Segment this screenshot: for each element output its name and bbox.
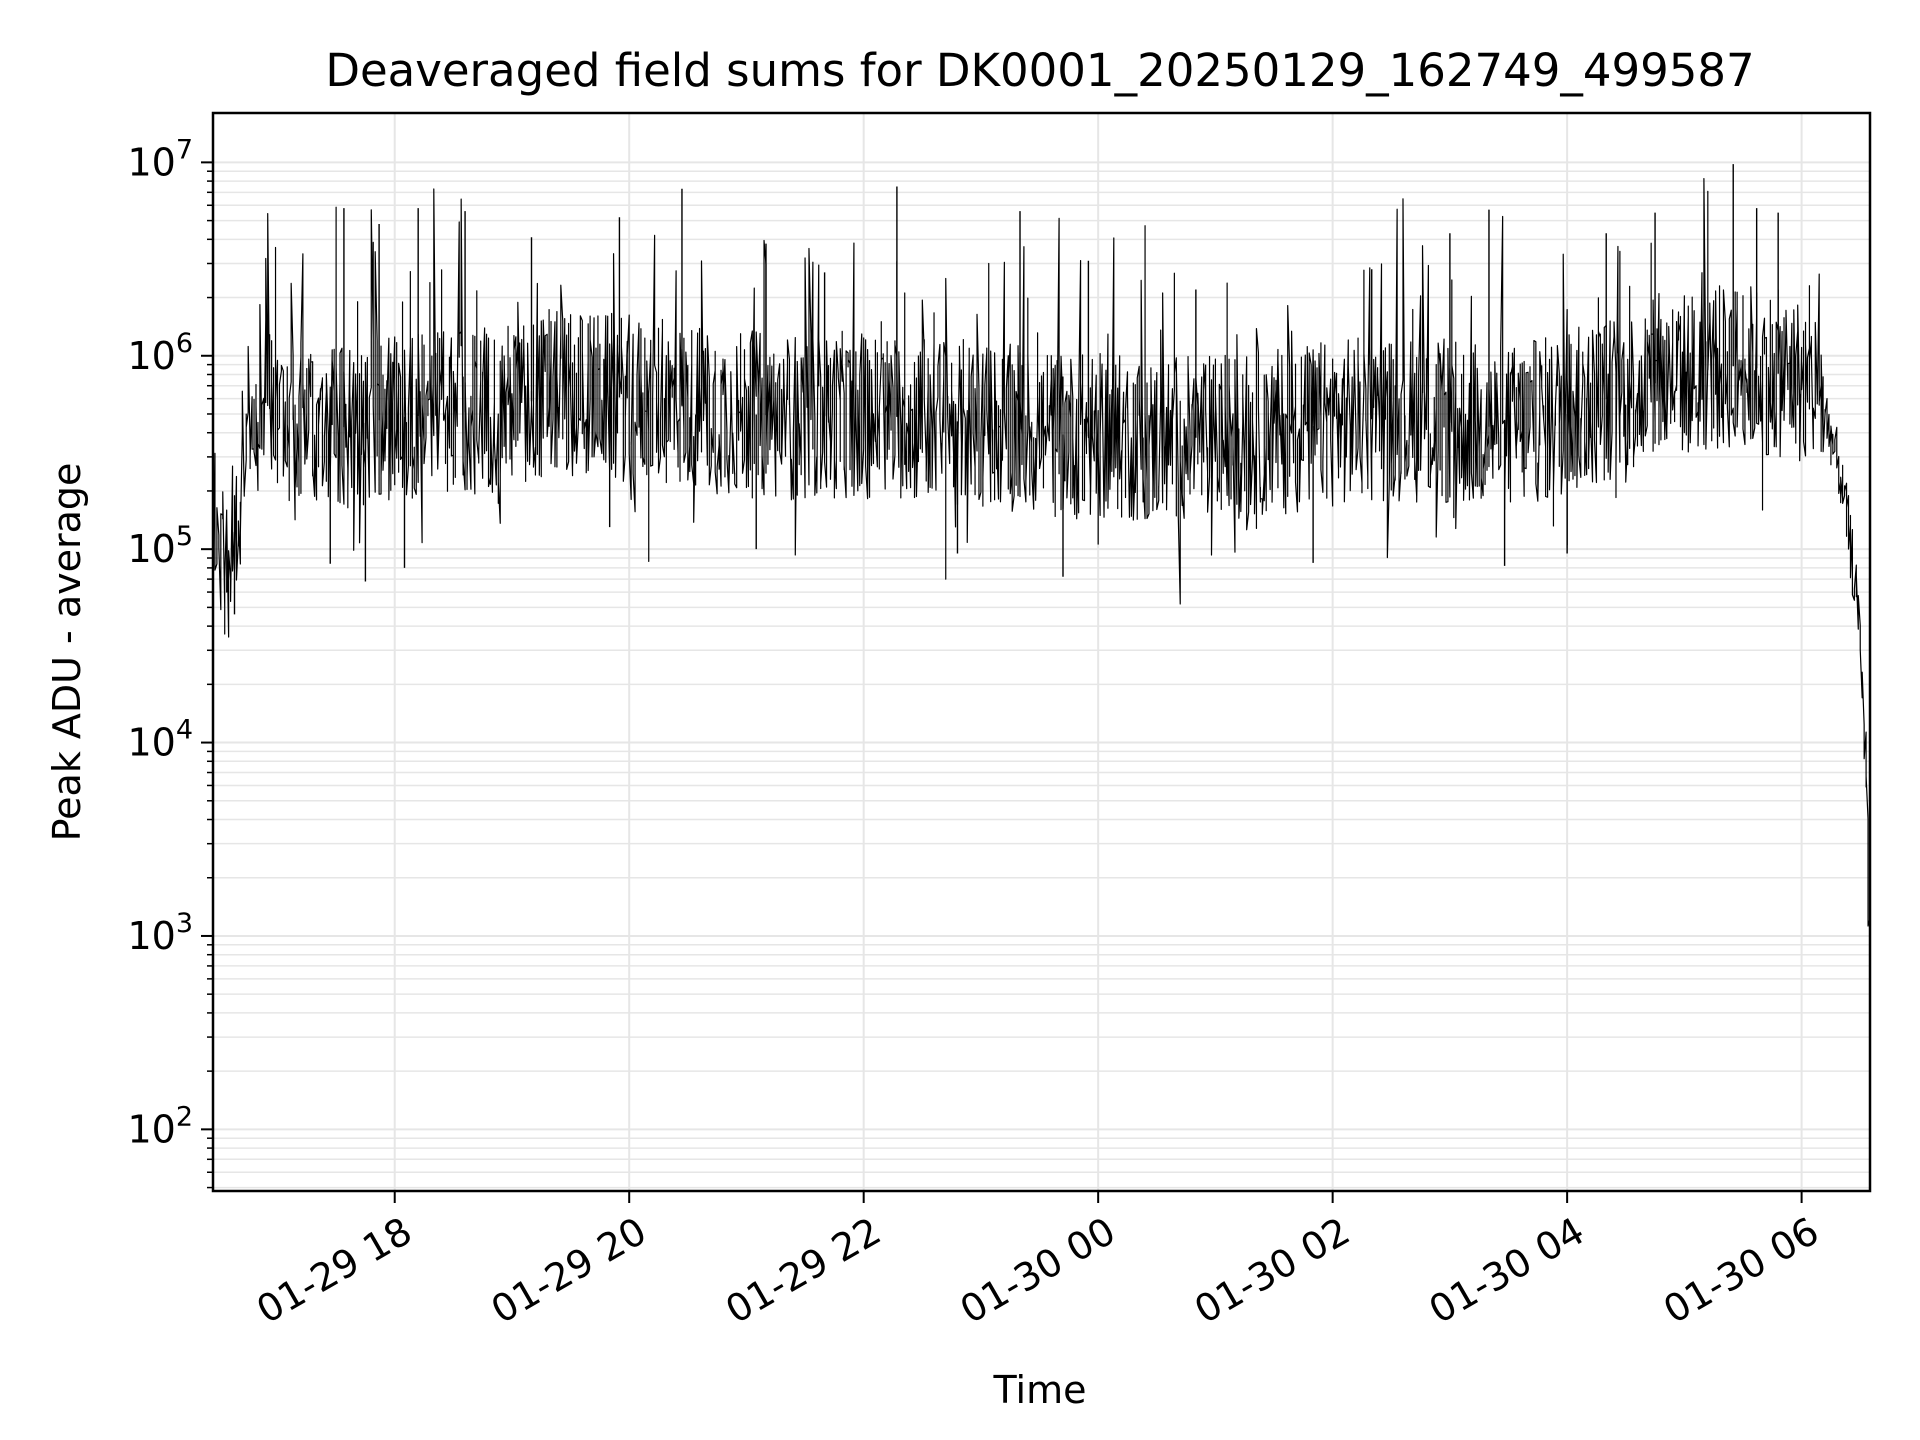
y-axis-ticks: 102 103 104 105 106 107 — [127, 134, 213, 1189]
x-axis-label: Time — [993, 1368, 1087, 1412]
y-tick-label: 103 — [127, 908, 193, 958]
data-series-line — [212, 164, 1871, 927]
y-tick-label: 105 — [127, 521, 193, 571]
y-tick-label: 104 — [127, 715, 193, 765]
y-tick-label: 106 — [127, 328, 193, 378]
plot-area-frame — [211, 111, 1872, 1193]
minor-gridlines — [213, 170, 1870, 1189]
y-tick-label: 107 — [127, 134, 193, 184]
series-line-trace — [212, 177, 1871, 927]
y-tick-label: 102 — [127, 1101, 193, 1151]
chart-title: Deaveraged field sums for DK0001_2025012… — [325, 44, 1754, 97]
y-axis-label: Peak ADU - average — [45, 463, 89, 842]
major-gridlines — [213, 113, 1870, 1191]
